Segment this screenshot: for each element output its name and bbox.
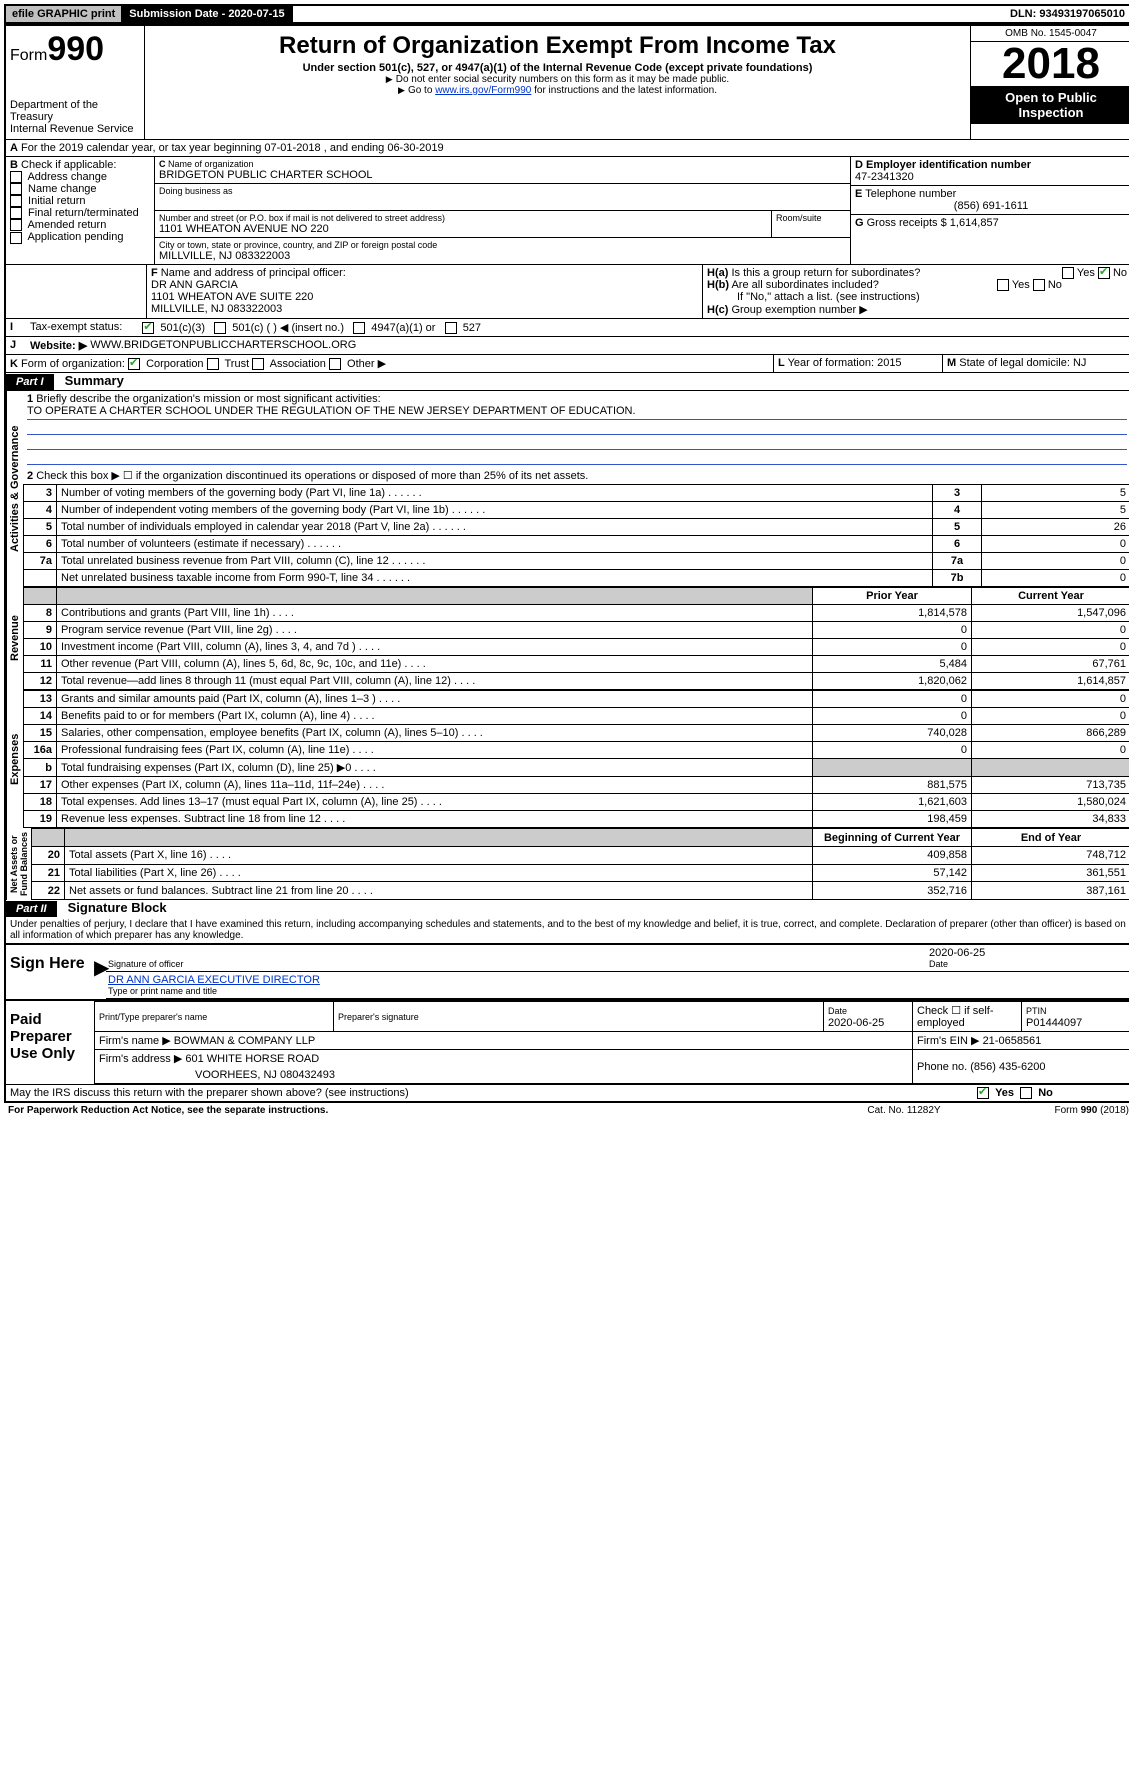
discuss-no-checkbox[interactable] — [1020, 1087, 1032, 1099]
netassets-table: Beginning of Current YearEnd of Year20To… — [31, 828, 1129, 900]
section-deg: D Employer identification number 47-2341… — [851, 157, 1129, 264]
mission-text: TO OPERATE A CHARTER SCHOOL UNDER THE RE… — [27, 405, 1127, 420]
501c3-checkbox[interactable] — [142, 322, 154, 334]
irs-link[interactable]: www.irs.gov/Form990 — [435, 85, 531, 96]
org-name: BRIDGETON PUBLIC CHARTER SCHOOL — [159, 169, 846, 181]
submission-date-label: Submission Date - 2020-07-15 — [123, 6, 292, 22]
top-bar: efile GRAPHIC print Submission Date - 20… — [4, 4, 1129, 24]
expenses-section: Expenses 13Grants and similar amounts pa… — [6, 690, 1129, 828]
sign-here-block: Sign Here ▶ Signature of officer 2020-06… — [6, 943, 1129, 999]
section-klm: K Form of organization: Corporation Trus… — [6, 354, 1129, 372]
form-container: Form990 Department of the Treasury Inter… — [4, 24, 1129, 1103]
expenses-label: Expenses — [6, 690, 23, 828]
open-public-badge: Open to Public Inspection — [971, 86, 1129, 124]
paid-preparer-block: Paid Preparer Use Only Print/Type prepar… — [6, 999, 1129, 1084]
section-c: C Name of organization BRIDGETON PUBLIC … — [155, 157, 851, 264]
checkbox-address-change[interactable]: Address change — [10, 171, 150, 183]
tax-year: 2018 — [971, 42, 1129, 86]
note-goto: Go to www.irs.gov/Form990 for instructio… — [149, 85, 966, 96]
section-a: A For the 2019 calendar year, or tax yea… — [6, 139, 1129, 156]
dln-label: DLN: 93493197065010 — [1004, 6, 1129, 22]
gov-label: Activities & Governance — [6, 391, 23, 587]
checkbox-amended-return[interactable]: Amended return — [10, 219, 150, 231]
website-url: WWW.BRIDGETONPUBLICCHARTERSCHOOL.ORG — [90, 339, 356, 352]
ein: 47-2341320 — [855, 171, 1127, 183]
section-b: B Check if applicable: Address change Na… — [6, 157, 155, 264]
org-info-row: B Check if applicable: Address change Na… — [6, 156, 1129, 264]
netassets-label: Net Assets orFund Balances — [6, 828, 31, 900]
expenses-table: 13Grants and similar amounts paid (Part … — [23, 690, 1129, 828]
part-i-header: Part I Summary — [6, 372, 1129, 390]
page-footer: For Paperwork Reduction Act Notice, see … — [4, 1103, 1129, 1118]
form-title: Return of Organization Exempt From Incom… — [149, 32, 966, 60]
officer-name-link[interactable]: DR ANN GARCIA EXECUTIVE DIRECTOR — [108, 974, 1129, 986]
note-ssn: Do not enter social security numbers on … — [149, 74, 966, 85]
governance-table: 3Number of voting members of the governi… — [23, 484, 1129, 587]
revenue-label: Revenue — [6, 587, 23, 690]
section-i: I Tax-exempt status: 501(c)(3) 501(c) ( … — [6, 318, 1129, 336]
form-header: Form990 Department of the Treasury Inter… — [6, 26, 1129, 139]
checkbox-final-return-terminated[interactable]: Final return/terminated — [10, 207, 150, 219]
checkbox-name-change[interactable]: Name change — [10, 183, 150, 195]
section-j: J Website: ▶ WWW.BRIDGETONPUBLICCHARTERS… — [6, 336, 1129, 354]
officer-name: DR ANN GARCIA — [151, 279, 238, 291]
part-ii-header: Part II Signature Block — [6, 900, 1129, 917]
form-number: Form990 — [10, 30, 140, 69]
checkbox-application-pending[interactable]: Application pending — [10, 231, 150, 243]
revenue-section: Revenue Prior YearCurrent Year8Contribut… — [6, 587, 1129, 690]
checkbox-initial-return[interactable]: Initial return — [10, 195, 150, 207]
section-fh: F Name and address of principal officer:… — [6, 264, 1129, 318]
form-subtitle: Under section 501(c), 527, or 4947(a)(1)… — [149, 62, 966, 74]
efile-button[interactable]: efile GRAPHIC print — [6, 6, 123, 22]
org-street: 1101 WHEATON AVENUE NO 220 — [159, 223, 767, 235]
gross-receipts: 1,614,857 — [950, 217, 999, 229]
discuss-yes-checkbox[interactable] — [977, 1087, 989, 1099]
phone: (856) 691-1611 — [855, 200, 1127, 212]
org-city: MILLVILLE, NJ 083322003 — [159, 250, 846, 262]
revenue-table: Prior YearCurrent Year8Contributions and… — [23, 587, 1129, 690]
netassets-section: Net Assets orFund Balances Beginning of … — [6, 828, 1129, 900]
part-i-body: Activities & Governance 1 Briefly descri… — [6, 390, 1129, 587]
dept-label: Department of the Treasury Internal Reve… — [10, 99, 140, 135]
declaration-text: Under penalties of perjury, I declare th… — [6, 917, 1129, 943]
discuss-row: May the IRS discuss this return with the… — [6, 1084, 1129, 1101]
